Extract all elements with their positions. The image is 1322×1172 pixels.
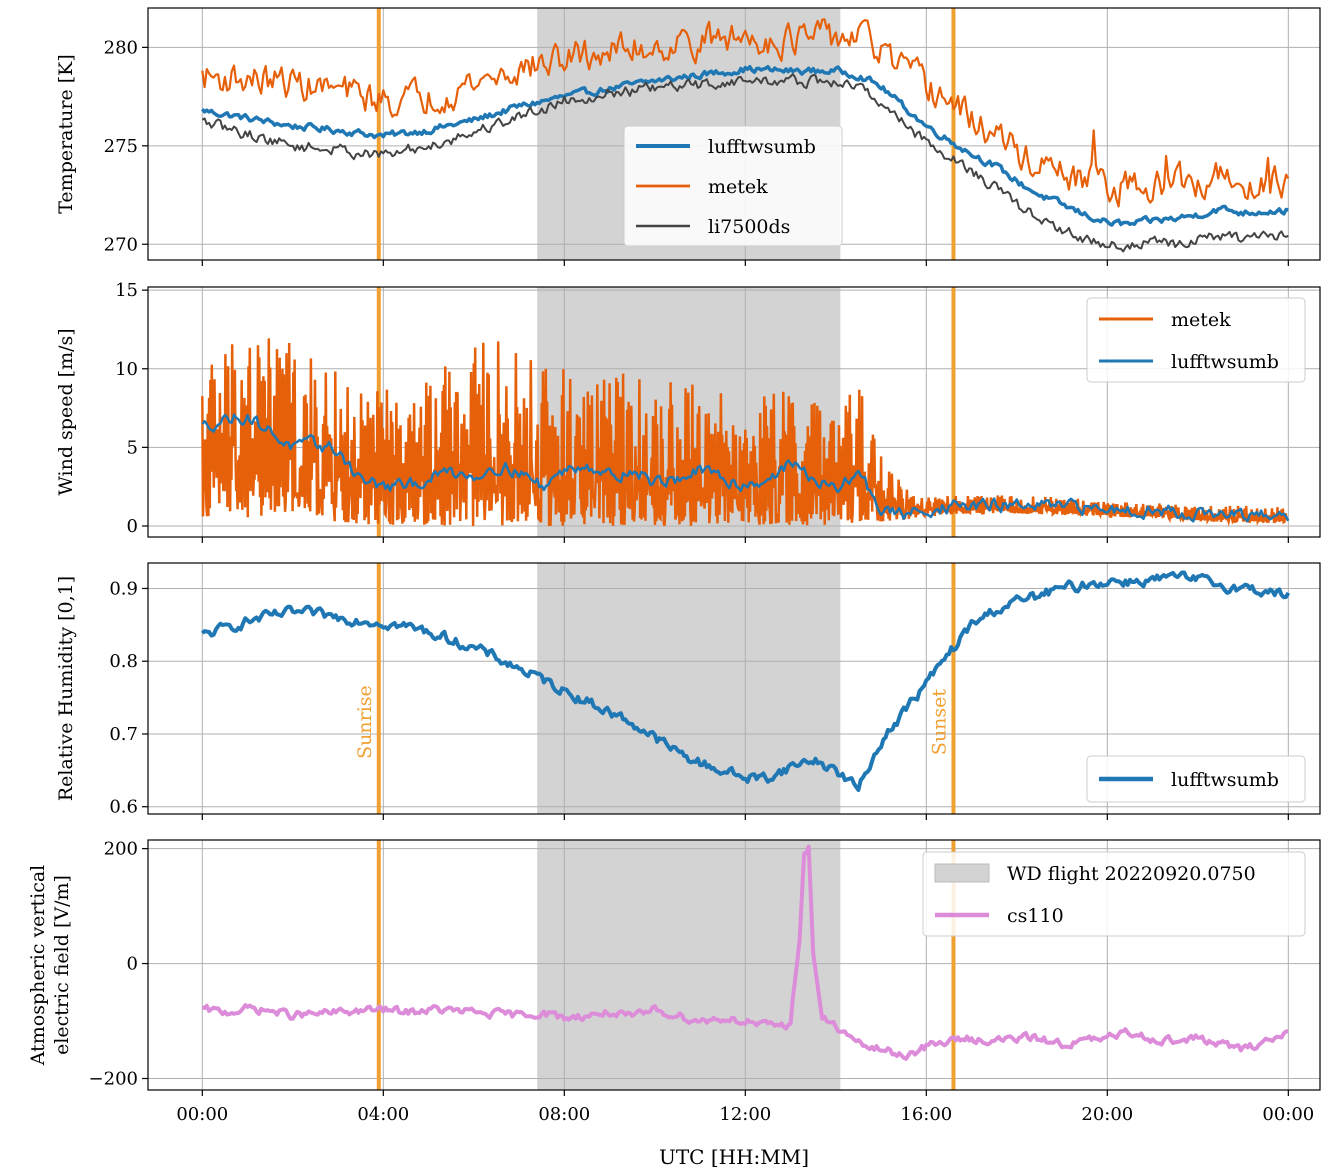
legend: lufftwsumb	[1086, 755, 1306, 803]
legend: metek lufftwsumb	[1086, 297, 1306, 383]
series-lufftwsumb	[200, 570, 1291, 792]
series-lufftwsumb	[200, 64, 1289, 227]
legend-entry: lufftwsumb	[1171, 351, 1279, 373]
axes-frame	[147, 839, 1321, 1091]
legend-entry: li7500ds	[708, 216, 790, 238]
flight-shaded-region	[537, 563, 841, 814]
y-axis-label: Atmospheric vertical	[27, 865, 49, 1067]
y-axis-label: Relative Humidity [0,1]	[55, 576, 77, 801]
y-tick-label: 0.6	[109, 797, 138, 818]
y-tick-label: 270	[104, 234, 138, 255]
legend-entry: metek	[1171, 309, 1231, 331]
legend: lufftwsumb metek li7500ds	[623, 125, 843, 247]
legend-entry: lufftwsumb	[1171, 769, 1279, 791]
sunset-annotation: Sunset	[928, 689, 950, 755]
legend-swatch	[934, 863, 990, 883]
panel-4: −200 0 200 00:00 04:00 08:00 12:00 16:00 20:00 00…	[27, 839, 1321, 1125]
x-axis: UTC [HH:MM]	[659, 1145, 809, 1169]
x-tick-label: 12:00	[719, 1104, 771, 1125]
series-metek	[201, 18, 1290, 208]
y-axis-label: Wind speed [m/s]	[55, 328, 77, 495]
x-tick-label: 04:00	[357, 1104, 409, 1125]
y-tick-label: 0.9	[109, 578, 138, 599]
x-tick-label: 08:00	[538, 1104, 590, 1125]
legend-entry: WD flight 20220920.0750	[1007, 863, 1256, 885]
panel-3: 0.6 0.7 0.8 0.9 Relative Humidity [0,1] Sunri…	[55, 562, 1321, 820]
series-cs110	[201, 844, 1289, 1061]
y-tick-label: 10	[115, 359, 138, 380]
y-tick-label: 0	[127, 516, 138, 537]
flight-shaded-region	[537, 840, 841, 1090]
y-tick-label: 0	[127, 954, 138, 975]
legend-entry: cs110	[1007, 905, 1064, 927]
y-tick-label: 275	[104, 136, 138, 157]
y-tick-label: 280	[104, 37, 138, 58]
y-tick-label: 200	[104, 839, 138, 860]
panel-2: 0 5 10 15 Wind speed [m/s] metek lufftwsumb	[55, 280, 1321, 543]
y-tick-label: 0.8	[109, 651, 138, 672]
y-tick-label: 0.7	[109, 724, 138, 745]
x-tick-label: 16:00	[900, 1104, 952, 1125]
sunrise-annotation: Sunrise	[354, 685, 376, 759]
legend-box	[1086, 755, 1306, 803]
legend-entry: metek	[708, 176, 768, 198]
y-axis-label: Temperature [K]	[55, 54, 77, 214]
series-lufftwsumb	[201, 413, 1290, 523]
x-tick-label: 00:00	[176, 1104, 228, 1125]
legend-box	[623, 125, 843, 247]
legend-box	[922, 851, 1306, 937]
y-axis-label: electric field [V/m]	[51, 875, 73, 1055]
axes-frame	[147, 286, 1321, 538]
x-tick-label: 00:00	[1262, 1104, 1314, 1125]
y-tick-label: −200	[89, 1069, 138, 1090]
axes-frame	[147, 7, 1321, 261]
y-tick-label: 15	[115, 280, 138, 301]
x-axis-label: UTC [HH:MM]	[659, 1145, 809, 1169]
legend-entry: lufftwsumb	[708, 136, 816, 158]
series-li7500ds	[201, 73, 1289, 253]
y-tick-label: 5	[127, 437, 138, 458]
legend: WD flight 20220920.0750 cs110	[922, 851, 1306, 937]
series-metek	[201, 338, 1289, 527]
axes-frame	[147, 562, 1321, 815]
x-tick-label: 20:00	[1081, 1104, 1133, 1125]
